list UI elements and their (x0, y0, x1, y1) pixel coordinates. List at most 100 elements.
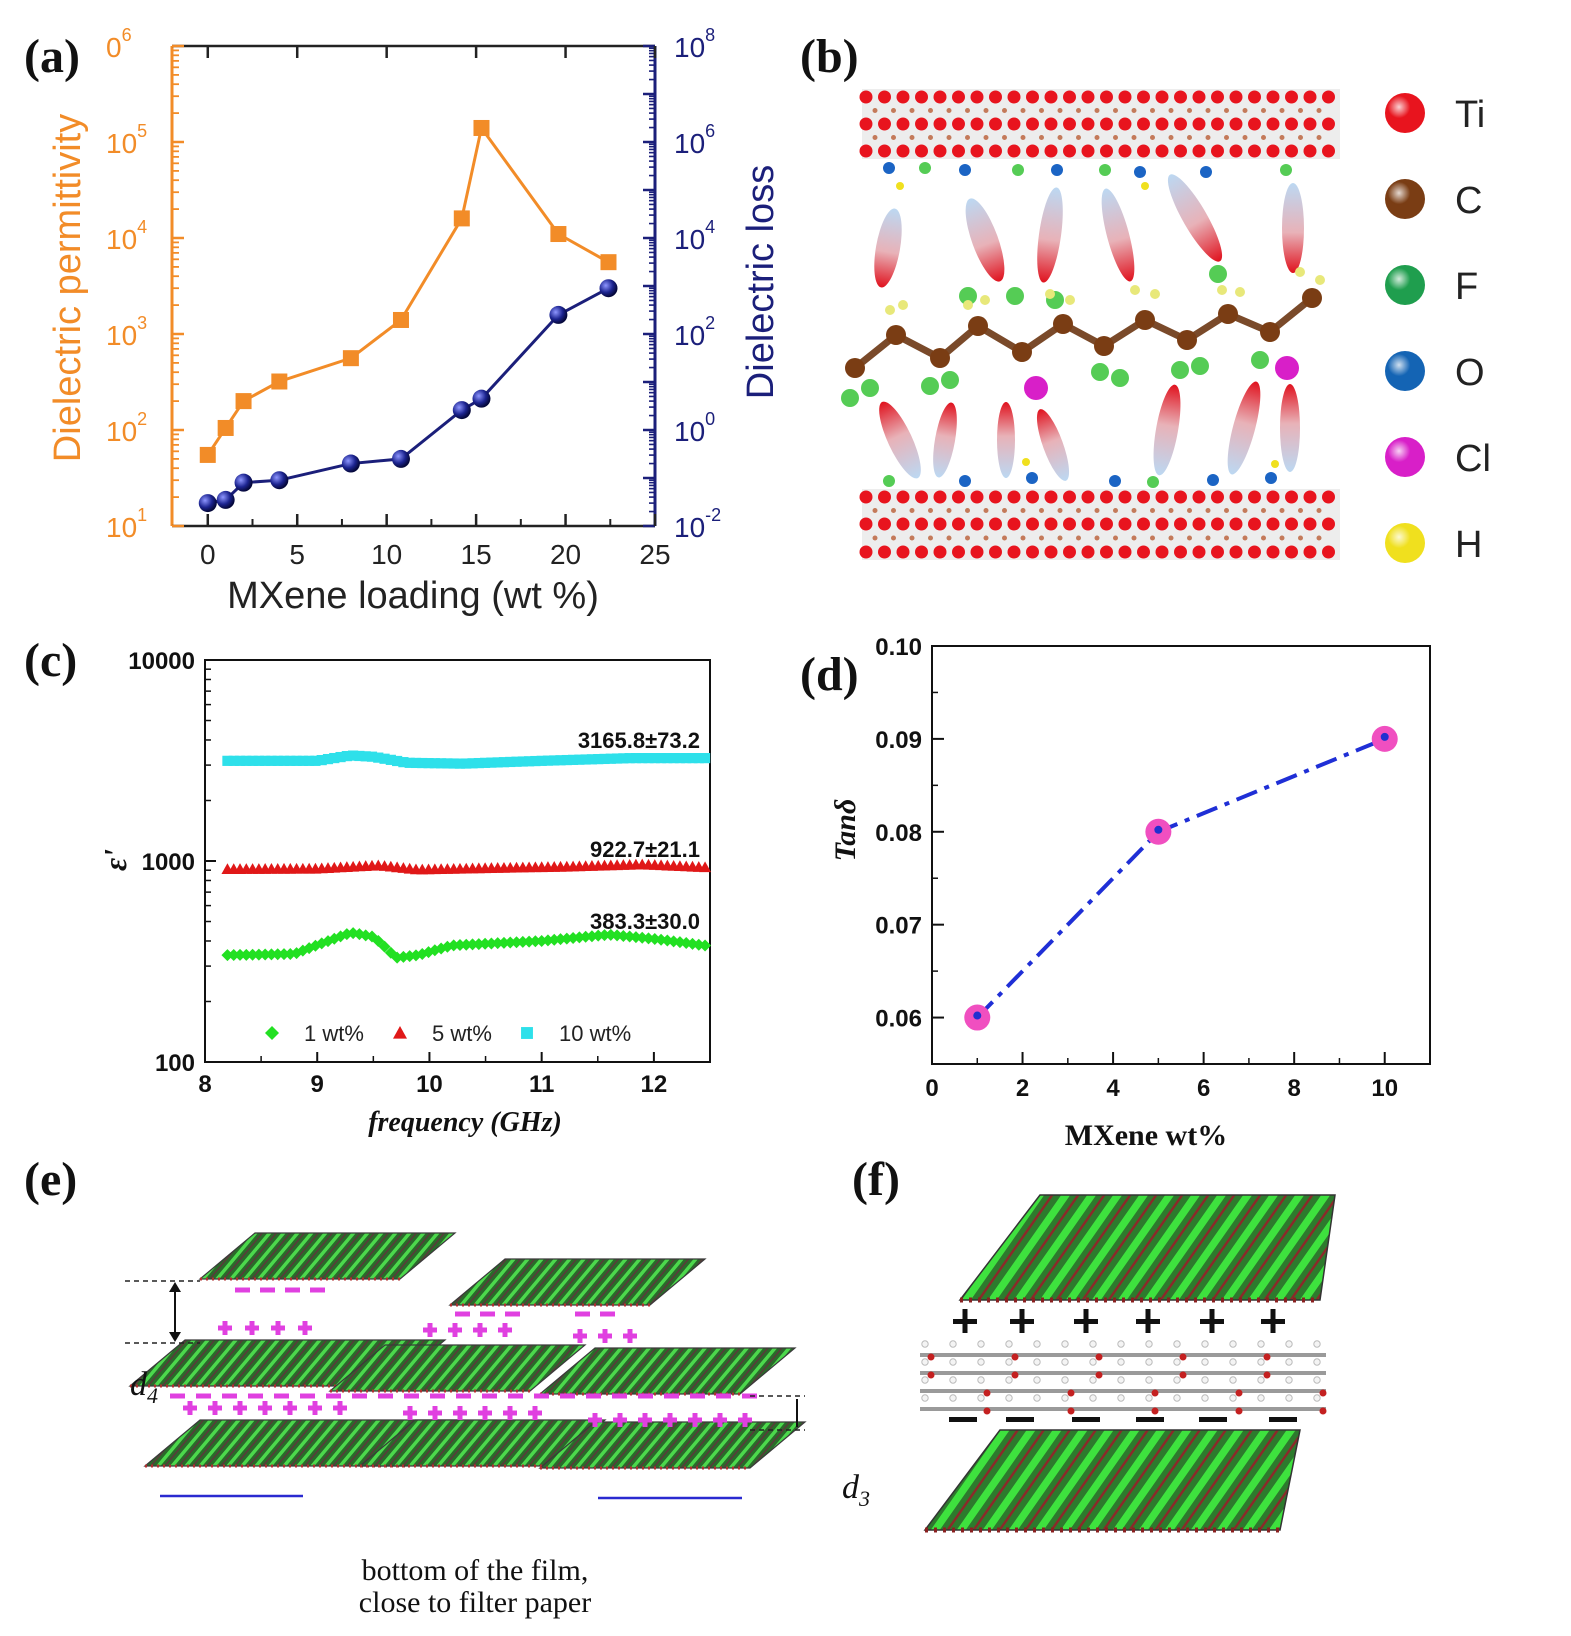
c-atom-in-slab (1150, 535, 1155, 541)
ti-atom (878, 144, 891, 158)
marker-10wt (360, 751, 371, 762)
c-atom-in-slab (928, 135, 933, 140)
h-atom (1173, 1394, 1181, 1402)
c-atom-in-slab (965, 108, 970, 113)
dipole-ellipsoid (1227, 381, 1261, 475)
ti-atom (878, 490, 891, 504)
c-atom-in-slab (909, 508, 915, 513)
marker-1wt (699, 939, 712, 952)
h-atom (1150, 289, 1160, 299)
marker-10wt (687, 753, 698, 764)
positive-charge (592, 1413, 598, 1427)
o-atom (1263, 1353, 1271, 1361)
negative-charge (455, 1311, 470, 1317)
x-tick-label: 2 (1016, 1075, 1029, 1102)
positive-charge (312, 1401, 318, 1415)
x-tick-label: 8 (198, 1071, 211, 1098)
c-atom-in-slab (946, 108, 952, 113)
x-tick-label: 10 (371, 539, 402, 570)
marker-10wt (234, 755, 246, 766)
panel-a-series (198, 119, 618, 513)
marker-10wt (643, 753, 654, 764)
ti-atom (1303, 90, 1317, 104)
ti-atom (1192, 90, 1206, 104)
negative-charge (352, 1393, 367, 1399)
ti-atom (1192, 117, 1206, 131)
right-axis-title: Dielectric loss (740, 165, 782, 399)
plot-frame (931, 645, 1431, 1065)
c-atom-in-slab (872, 108, 878, 113)
ti-atom (1229, 517, 1243, 531)
h-atom (1313, 1358, 1321, 1366)
f-atom (1111, 369, 1129, 387)
c-atom (1012, 342, 1032, 362)
c-atom-in-slab (1316, 108, 1322, 113)
marker-10wt (517, 756, 528, 767)
ti-atom (1266, 117, 1280, 131)
c-atom-in-slab (1002, 508, 1007, 513)
positive-charge (962, 1309, 968, 1333)
left-tick-label-base: 10 (106, 224, 137, 255)
panel-b: (b) Ti C F O Cl H (800, 30, 1491, 566)
termination-atom (1099, 164, 1111, 176)
film-caption-line1: bottom of the film, (362, 1554, 589, 1587)
ti-atom (1081, 90, 1095, 104)
marker-10wt (410, 757, 422, 769)
positive-charge (275, 1321, 281, 1335)
negative-charge (560, 1393, 575, 1399)
right-tick-label-base: 10 (674, 512, 705, 543)
h-atom (1285, 1358, 1293, 1366)
negative-charge (638, 1393, 653, 1399)
ti-atom (915, 545, 928, 559)
ti-atom (1063, 117, 1076, 131)
ti-atom (859, 117, 873, 131)
c-atom-in-slab (872, 535, 878, 541)
negative-charge (534, 1393, 549, 1399)
ti-atom (952, 545, 965, 559)
left-tick-label-exp: 4 (137, 217, 147, 237)
ti-atom (1192, 517, 1206, 531)
right-tick-label-base: 10 (674, 32, 705, 63)
positive-charge (1019, 1309, 1025, 1333)
ti-atom (878, 517, 891, 531)
h-atom (1257, 1394, 1265, 1402)
mxene-sheet (538, 1347, 797, 1395)
c-atom-in-slab (1261, 108, 1266, 113)
c-atom-in-slab (909, 535, 915, 541)
panel-a-label: (a) (24, 30, 80, 83)
ti-atom (970, 117, 984, 131)
permittivity-point (217, 419, 234, 436)
positive-charge (457, 1406, 463, 1420)
left-tick-label-exp: 2 (137, 409, 147, 429)
h-atom (1201, 1376, 1209, 1384)
marker-10wt (611, 753, 623, 764)
ti-atom (1137, 545, 1150, 559)
legend-swatch-highlight (1385, 437, 1425, 477)
permittivity-point (392, 311, 409, 328)
ti-atom (1303, 490, 1317, 504)
marker-10wt (480, 757, 491, 768)
left-tick-label-base: 10 (106, 512, 137, 543)
marker-10wt (278, 755, 290, 766)
termination-atom (1200, 166, 1212, 178)
panel-c-series: 383.3±30.0 922.7±21.1 3165.8±73.2 1 wt% 5 wt… (221, 728, 712, 1046)
ti-atom (1266, 517, 1280, 531)
c-atom-in-slab (1279, 508, 1285, 513)
dipole-ellipsoid (1036, 409, 1070, 481)
legend-swatch-highlight (1385, 351, 1425, 391)
marker-10wt (662, 753, 673, 764)
panel-e: (e) d4 d3 bottom of the film, close to f… (24, 1153, 870, 1619)
ti-atom (1155, 545, 1169, 559)
marker-10wt (674, 753, 686, 764)
legend-label-ti: Ti (1455, 94, 1485, 136)
positive-charge (502, 1323, 508, 1337)
marker-10wt (605, 753, 616, 764)
c-atom-in-slab (983, 108, 989, 113)
y-tick-label: 100 (155, 1050, 195, 1077)
marker-10wt (329, 752, 340, 764)
negative-charge (480, 1311, 495, 1317)
c-atom-in-slab (909, 135, 915, 140)
x-tick-label: 25 (639, 539, 670, 570)
ti-atom (1044, 517, 1058, 531)
c-atom-in-slab (1242, 508, 1248, 513)
